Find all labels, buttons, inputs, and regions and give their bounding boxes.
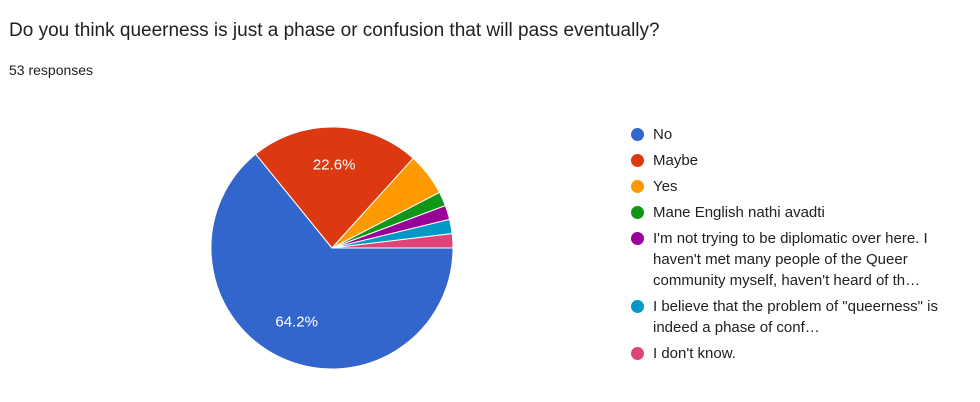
legend-item: I believe that the problem of "queerness… xyxy=(629,296,949,338)
response-count: 53 responses xyxy=(9,62,94,78)
legend-label: Yes xyxy=(653,178,678,195)
legend-label: No xyxy=(653,126,673,143)
question-title: Do you think queerness is just a phase o… xyxy=(9,20,660,41)
legend-item: Mane English nathi avadti xyxy=(629,202,949,223)
legend-swatch xyxy=(631,128,644,141)
pie-slice xyxy=(331,233,454,249)
legend-label: I'm not trying to be diplomatic over her… xyxy=(653,230,928,289)
legend-item: I'm not trying to be diplomatic over her… xyxy=(629,228,949,291)
pie-slice xyxy=(210,153,454,370)
legend-item: No xyxy=(629,124,949,145)
legend-swatch xyxy=(631,154,644,167)
legend-swatch xyxy=(631,180,644,193)
legend-swatch xyxy=(631,206,644,219)
legend-swatch xyxy=(631,232,644,245)
legend-swatch xyxy=(631,300,644,313)
legend-item: Maybe xyxy=(629,150,949,171)
legend-item: Yes xyxy=(629,176,949,197)
slice-label: 22.6% xyxy=(313,157,356,174)
legend-label: Maybe xyxy=(653,152,699,169)
legend-swatch xyxy=(631,347,644,360)
legend: No Maybe Yes Mane English nathi avadti I'm n… xyxy=(629,124,949,369)
legend-label: Mane English nathi avadti xyxy=(653,204,825,221)
pie-slice xyxy=(254,126,414,249)
legend-item: I don't know. xyxy=(629,343,949,364)
pie-chart: 64.2% 22.6% xyxy=(210,126,454,370)
slice-label: 64.2% xyxy=(275,313,318,330)
legend-label: I believe that the problem of "queerness… xyxy=(653,298,938,336)
legend-label: I don't know. xyxy=(653,345,736,362)
